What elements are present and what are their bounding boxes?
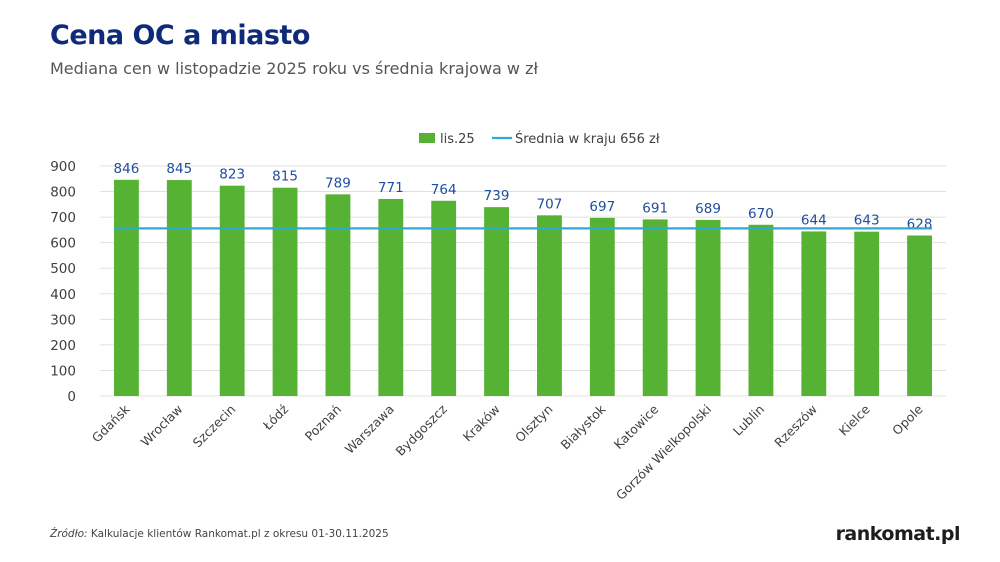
x-tick-label: Łódź [259,401,291,433]
x-tick-label: Kielce [836,401,873,438]
data-label: 697 [589,199,615,215]
source-text: Kalkulacje klientów Rankomat.pl z okresu… [87,528,389,540]
x-tick-label: Opole [889,401,926,438]
legend: lis.25 Średnia w kraju 656 zł [419,131,660,147]
data-label: 845 [166,161,192,177]
x-tick-label: Poznań [302,402,344,444]
y-tick-label: 800 [50,185,76,201]
x-tick-label: Białystok [558,401,609,452]
rankomat-logo: rankomat.pl [835,523,961,545]
data-label: 628 [907,217,933,233]
y-tick-label: 600 [50,236,76,252]
y-tick-label: 400 [50,287,76,303]
data-label: 670 [748,206,774,222]
data-label: 739 [484,188,510,204]
bar [272,187,298,396]
x-tick-label: Warszawa [342,402,397,457]
data-label: 764 [431,182,457,198]
bar [695,219,721,396]
bar [484,207,509,396]
bar [325,194,351,396]
bar [642,219,668,396]
x-tick-label: Szczecin [190,402,239,451]
bar [748,224,774,396]
y-tick-label: 200 [50,338,76,354]
bar [801,231,827,396]
bar [907,235,932,396]
x-axis-ticks: Gdańsk Wrocław Szczecin Łódź PoznańWarszawaB… [89,401,926,503]
y-tick-label: 100 [50,363,76,379]
y-tick-label: 0 [67,389,76,405]
x-tick-label: Olsztyn [512,402,556,446]
data-label: 815 [272,169,298,185]
x-tick-label: Bydgoszcz [393,401,451,459]
x-tick-label: Wrocław [138,402,186,450]
data-label: 689 [695,201,721,217]
bar [166,180,192,396]
data-label: 846 [114,161,140,177]
bar [537,215,562,396]
data-label: 789 [325,175,351,191]
y-axis-ticks: 0 100 200 300 400 500 600 700 800 900 [50,159,76,405]
x-tick-label: Katowice [611,401,662,452]
y-tick-label: 700 [50,210,76,226]
x-tick-label: Kraków [460,402,503,445]
bars [114,179,932,396]
bar [589,217,615,396]
data-label: 644 [801,212,827,228]
data-label: 691 [642,200,668,216]
bar [219,185,245,396]
bar [114,179,139,396]
data-label: 771 [378,180,404,196]
bar [378,198,404,396]
bar [431,200,457,396]
source-prefix: Źródło: [50,528,88,540]
data-label: 707 [537,196,563,212]
bar [854,231,880,396]
bar-chart: 0 100 200 300 400 500 600 700 800 900 846 845 823 81… [50,131,946,503]
chart-title: Cena OC a miasto [50,20,310,51]
x-tick-label: Rzeszów [771,402,820,451]
y-tick-label: 900 [50,159,76,175]
y-tick-label: 300 [50,312,76,328]
legend-swatch-bar [419,133,435,143]
data-label: 823 [219,167,245,183]
x-tick-label: Gorzów Wielkopolski [613,402,714,503]
chart-subtitle: Mediana cen w listopadzie 2025 roku vs ś… [50,59,539,78]
source-note: Źródło: Kalkulacje klientów Rankomat.pl … [50,528,389,540]
legend-label-series: lis.25 [440,132,475,147]
x-tick-label: Gdańsk [89,401,133,445]
legend-label-reference: Średnia w kraju 656 zł [515,131,660,147]
y-tick-label: 500 [50,261,76,277]
x-tick-label: Lublin [730,402,767,439]
data-label: 643 [854,213,880,229]
